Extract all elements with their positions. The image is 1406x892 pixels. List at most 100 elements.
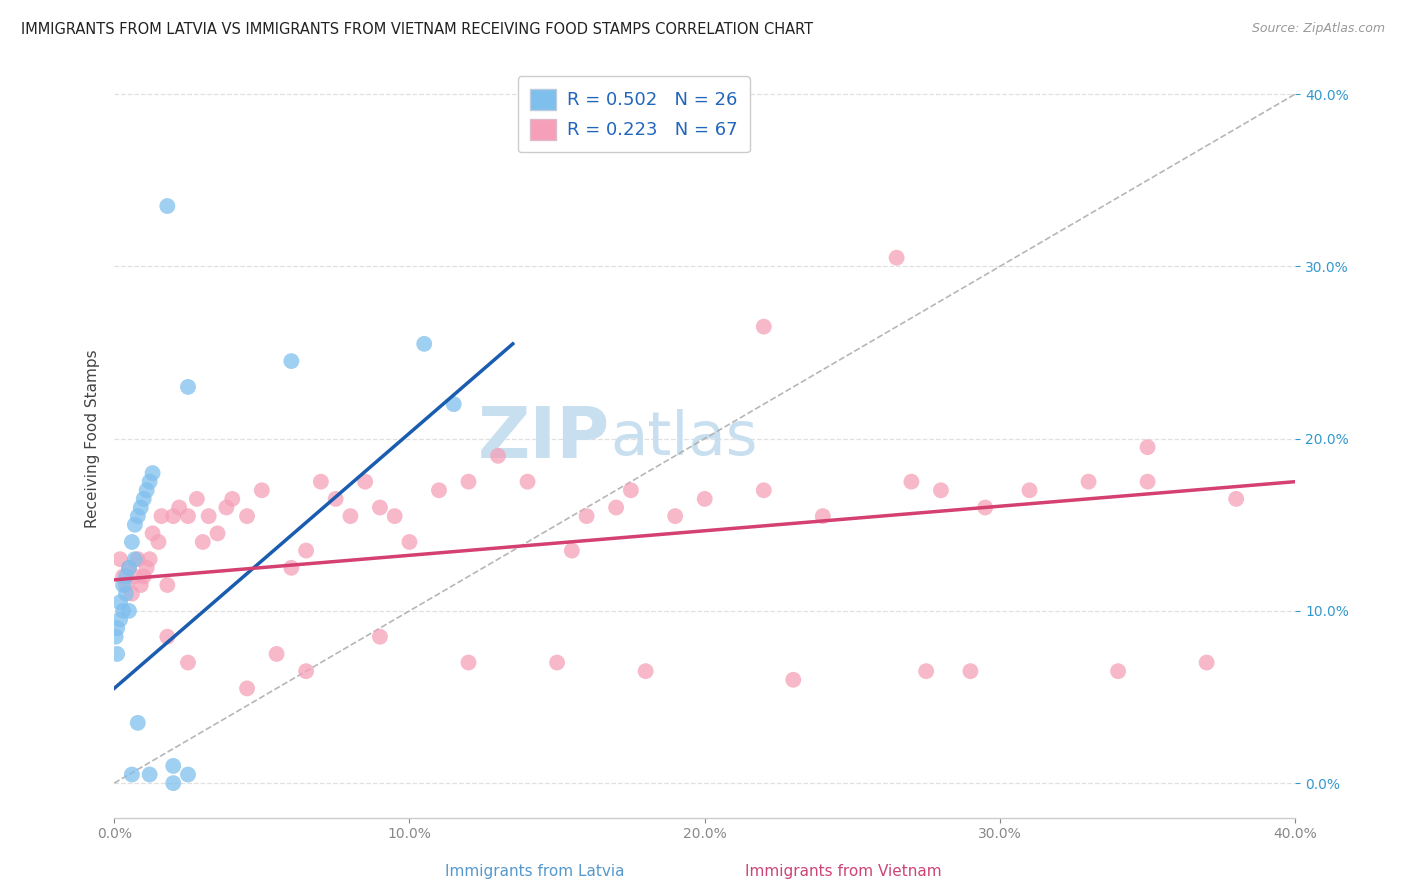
Point [295,543,318,558]
Point [156,199,179,213]
Point [177,767,200,781]
Point [915,664,938,678]
Point [280,354,302,368]
Point [135,561,157,575]
Point [121,535,143,549]
Point [112,569,135,583]
Point [215,500,238,515]
Point [1195,656,1218,670]
Text: Source: ZipAtlas.com: Source: ZipAtlas.com [1251,22,1385,36]
Point [124,569,146,583]
Point [142,526,165,541]
Point [127,552,149,566]
Point [693,491,716,506]
Point [115,578,138,592]
Point [1077,475,1099,489]
Point [127,509,149,524]
Point [124,517,146,532]
Point [129,578,152,592]
Point [108,595,131,609]
Point [135,483,157,498]
Point [605,500,627,515]
Point [129,500,152,515]
Point [516,475,538,489]
Point [561,543,583,558]
Point [443,397,465,411]
Point [900,475,922,489]
Point [1136,440,1159,454]
Point [167,500,190,515]
Point [782,673,804,687]
Point [132,569,155,583]
Point [929,483,952,498]
Y-axis label: Receiving Food Stamps: Receiving Food Stamps [86,350,100,528]
Point [162,509,184,524]
Point [236,509,259,524]
Point [325,491,347,506]
Point [105,647,128,661]
Point [368,630,391,644]
Point [121,767,143,781]
Point [177,509,200,524]
Point [280,561,302,575]
Point [138,475,160,489]
Point [132,491,155,506]
Point [118,604,141,618]
Point [309,475,332,489]
Point [156,630,179,644]
Point [398,535,420,549]
Point [108,612,131,626]
Point [177,656,200,670]
Point [104,630,127,644]
Point [115,587,138,601]
Point [108,552,131,566]
Point [150,509,173,524]
Point [115,569,138,583]
Text: Immigrants from Latvia: Immigrants from Latvia [444,863,624,879]
Point [664,509,686,524]
Point [457,475,479,489]
Point [354,475,377,489]
Point [186,491,208,506]
Point [384,509,406,524]
Point [112,604,135,618]
Point [959,664,981,678]
Point [124,552,146,566]
Point [1136,475,1159,489]
Point [197,509,219,524]
Point [112,578,135,592]
Point [207,526,229,541]
Point [105,621,128,635]
Text: atlas: atlas [610,409,758,468]
Text: IMMIGRANTS FROM LATVIA VS IMMIGRANTS FROM VIETNAM RECEIVING FOOD STAMPS CORRELAT: IMMIGRANTS FROM LATVIA VS IMMIGRANTS FRO… [21,22,813,37]
Point [1018,483,1040,498]
Point [575,509,598,524]
Point [752,319,775,334]
Legend: R = 0.502   N = 26, R = 0.223   N = 67: R = 0.502 N = 26, R = 0.223 N = 67 [517,76,749,153]
Point [236,681,259,696]
Point [162,759,184,773]
Point [156,578,179,592]
Point [118,561,141,575]
Point [427,483,450,498]
Point [138,552,160,566]
Point [368,500,391,515]
Point [886,251,908,265]
Point [127,715,149,730]
Point [339,509,361,524]
Text: ZIP: ZIP [478,404,610,473]
Point [162,776,184,790]
Point [148,535,170,549]
Point [634,664,657,678]
Text: Immigrants from Vietnam: Immigrants from Vietnam [745,863,942,879]
Point [121,587,143,601]
Point [142,466,165,480]
Point [752,483,775,498]
Point [546,656,568,670]
Point [250,483,273,498]
Point [1225,491,1247,506]
Point [138,767,160,781]
Point [620,483,643,498]
Point [177,380,200,394]
Point [295,664,318,678]
